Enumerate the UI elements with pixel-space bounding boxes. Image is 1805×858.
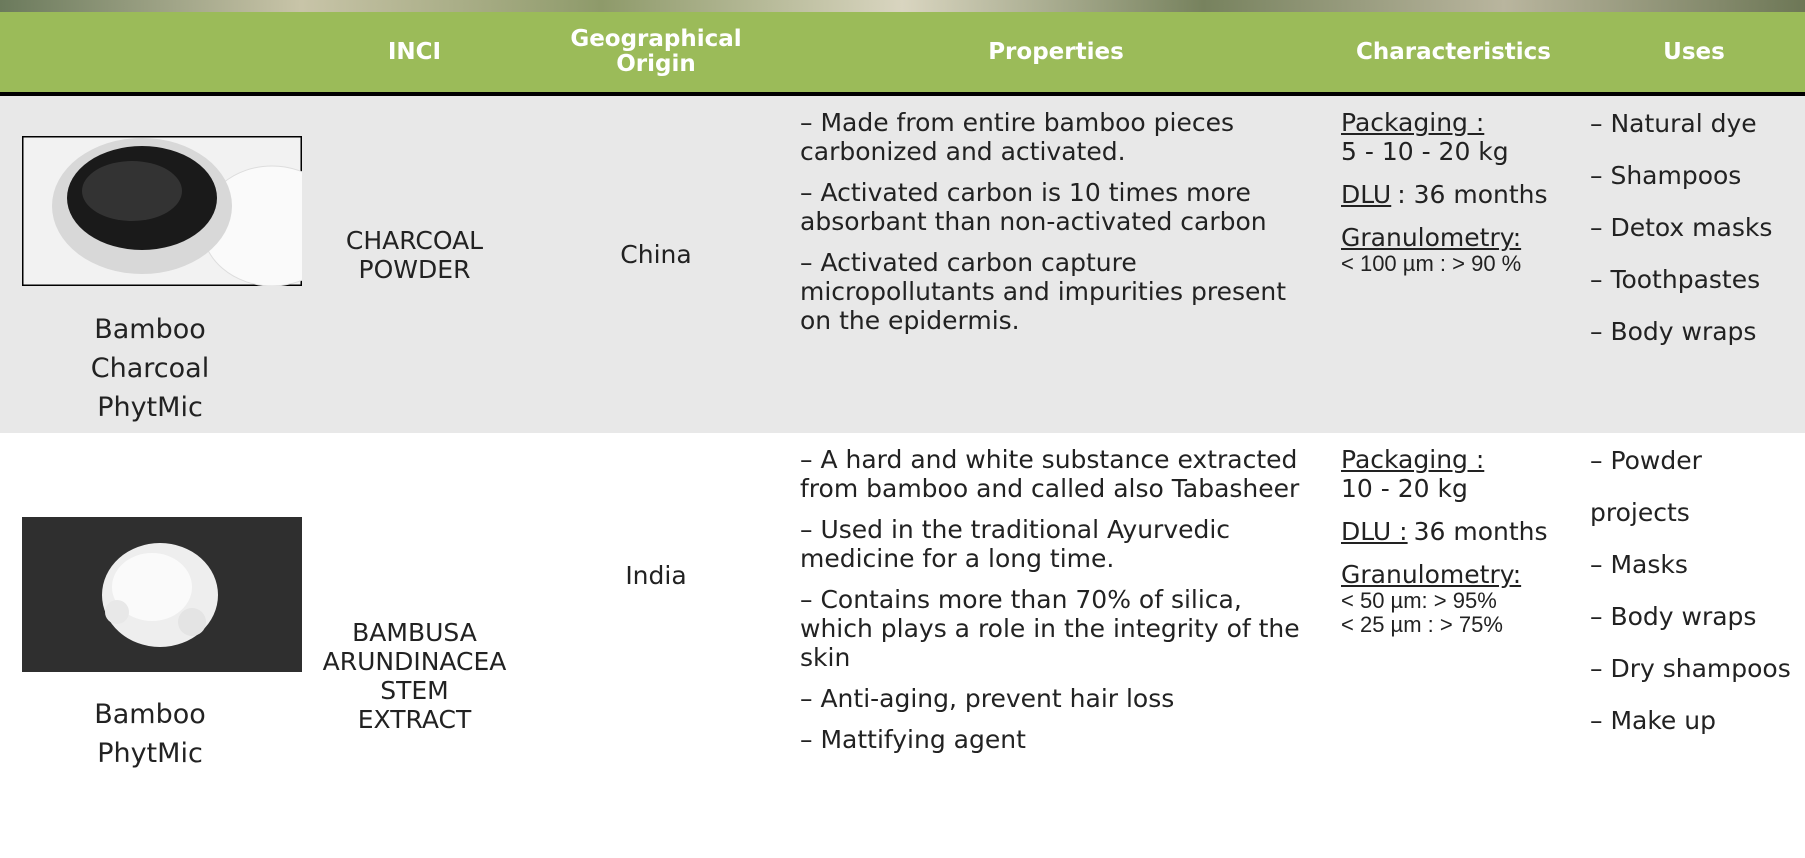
- dlu: : 36 months: [1397, 180, 1547, 209]
- characteristics-cell: Packaging :5 - 10 - 20 kg DLU: 36 months G…: [1341, 96, 1581, 433]
- product-photo: [22, 517, 302, 672]
- use: – Dry shampoos: [1590, 643, 1802, 695]
- dlu-label: DLU :: [1341, 517, 1408, 546]
- product-cell: Bamboo PhytMic: [0, 433, 305, 858]
- use: – Body wraps: [1590, 591, 1802, 643]
- dlu-line: DLU :36 months: [1341, 517, 1581, 546]
- origin: India: [524, 433, 788, 858]
- property: – Contains more than 70% of silica, whic…: [800, 585, 1320, 672]
- packaging: 5 - 10 - 20 kg: [1341, 137, 1581, 166]
- header-cell: Geographical Origin: [524, 12, 788, 92]
- use: – Natural dye: [1590, 98, 1802, 150]
- uses-cell: – Natural dye– Shampoos– Detox masks– To…: [1590, 96, 1802, 433]
- dlu: 36 months: [1414, 517, 1548, 546]
- granulometry: < 50 µm: > 95%: [1341, 589, 1581, 613]
- property: – Mattifying agent: [800, 725, 1320, 754]
- uses-cell: – Powder projects– Masks– Body wraps– Dr…: [1590, 433, 1802, 858]
- use: – Powder projects: [1590, 435, 1802, 539]
- granulometry: < 100 µm : > 90 %: [1341, 252, 1581, 276]
- properties-cell: – A hard and white substance extracted f…: [800, 433, 1320, 858]
- use: – Masks: [1590, 539, 1802, 591]
- header-cell: INCI: [305, 12, 524, 92]
- properties-cell: – Made from entire bamboo pieces carboni…: [800, 96, 1320, 433]
- use: – Shampoos: [1590, 150, 1802, 202]
- product-name: Bamboo PhytMic: [60, 695, 240, 773]
- header-cell: Characteristics: [1324, 12, 1583, 92]
- property: – Made from entire bamboo pieces carboni…: [800, 108, 1320, 166]
- granulometry-label: Granulometry:: [1341, 223, 1581, 252]
- granulometry-label: Granulometry:: [1341, 560, 1581, 589]
- packaging-label: Packaging :: [1341, 445, 1581, 474]
- product-photo: [22, 136, 302, 286]
- page: INCIGeographical OriginPropertiesCharact…: [0, 0, 1805, 858]
- use: – Body wraps: [1590, 306, 1802, 358]
- decor-strip: [0, 0, 1805, 12]
- property: – Used in the traditional Ayurvedic medi…: [800, 515, 1320, 573]
- dlu-label: DLU: [1341, 180, 1391, 209]
- inci: CHARCOAL POWDER: [305, 96, 524, 433]
- product-image: [22, 136, 302, 292]
- dlu-line: DLU: 36 months: [1341, 180, 1581, 209]
- property: – Activated carbon capture micropollutan…: [800, 248, 1320, 335]
- product-image: [22, 517, 302, 678]
- use: – Detox masks: [1590, 202, 1802, 254]
- header-cell: Uses: [1583, 12, 1805, 92]
- characteristics-cell: Packaging :10 - 20 kg DLU :36 months Granu…: [1341, 433, 1581, 858]
- product-cell: Bamboo Charcoal PhytMic: [0, 96, 305, 433]
- property: – Activated carbon is 10 times more abso…: [800, 178, 1320, 236]
- table-row: Bamboo PhytMic BAMBUSA ARUNDINACEA STEM E…: [0, 433, 1805, 858]
- packaging-label: Packaging :: [1341, 108, 1581, 137]
- granulometry: < 25 µm : > 75%: [1341, 613, 1581, 637]
- header-cell: Properties: [788, 12, 1324, 92]
- property: – A hard and white substance extracted f…: [800, 445, 1320, 503]
- packaging: 10 - 20 kg: [1341, 474, 1581, 503]
- product-name: Bamboo Charcoal PhytMic: [60, 310, 240, 427]
- inci: BAMBUSA ARUNDINACEA STEM EXTRACT: [305, 433, 524, 858]
- use: – Make up: [1590, 695, 1802, 747]
- use: – Toothpastes: [1590, 254, 1802, 306]
- origin: China: [524, 96, 788, 433]
- property: – Anti-aging, prevent hair loss: [800, 684, 1320, 713]
